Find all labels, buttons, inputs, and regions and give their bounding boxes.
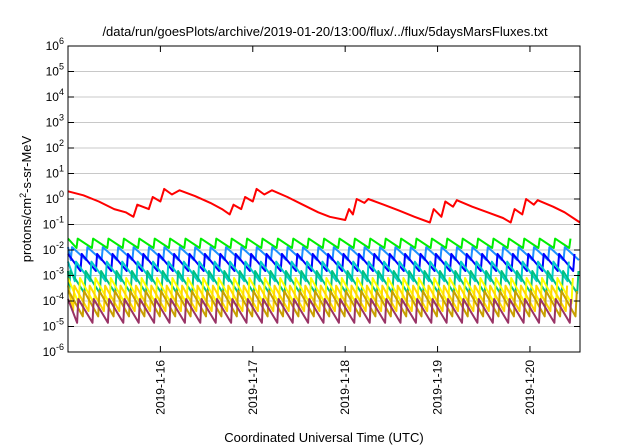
y-tick-base: 10: [46, 141, 60, 155]
y-tick-label: 10-1: [43, 215, 64, 232]
y-tick-base: 10: [43, 345, 57, 359]
y-tick-base: 10: [46, 192, 60, 206]
y-tick-exp: 0: [59, 189, 64, 199]
y-tick-exp: -3: [56, 266, 64, 276]
y-tick-base: 10: [43, 294, 57, 308]
y-axis-label: protons/cm2-s-sr-MeV: [18, 135, 34, 262]
series-line-9: [67, 289, 578, 318]
y-tick-exp: -5: [56, 317, 64, 327]
y-tick-label: 10-4: [43, 291, 64, 308]
y-tick-label: 105: [46, 62, 64, 79]
y-tick-label: 104: [46, 87, 64, 104]
y-tick-label: 10-5: [43, 317, 64, 334]
y-axis-label-main: protons/cm: [19, 198, 34, 262]
x-tick-label: 2019-1-16: [153, 360, 167, 415]
y-tick-exp: 3: [59, 113, 64, 123]
y-tick-base: 10: [46, 90, 60, 104]
y-tick-base: 10: [46, 65, 60, 79]
y-tick-label: 10-6: [43, 342, 64, 359]
grid-lines: [68, 71, 580, 327]
y-tick-label: 106: [46, 36, 64, 53]
y-tick-label: 102: [46, 138, 64, 155]
y-tick-exp: 5: [59, 62, 64, 72]
y-axis-ticks: 10-610-510-410-310-210-11001011021031041…: [43, 36, 580, 359]
y-tick-exp: 4: [59, 87, 64, 97]
series-layer: [67, 187, 581, 324]
y-tick-label: 100: [46, 189, 64, 206]
y-tick-label: 10-3: [43, 266, 64, 283]
y-tick-base: 10: [43, 243, 57, 257]
y-tick-label: 101: [46, 164, 64, 181]
y-tick-label: 10-2: [43, 240, 64, 257]
y-tick-base: 10: [46, 167, 60, 181]
series-line-8: [67, 284, 569, 313]
y-tick-base: 10: [43, 269, 57, 283]
y-tick-base: 10: [43, 218, 57, 232]
y-tick-exp: 6: [59, 36, 64, 46]
y-tick-exp: -1: [56, 215, 64, 225]
y-axis-label-rest: -s-sr-MeV: [19, 135, 34, 192]
x-tick-label: 2019-1-20: [523, 360, 537, 415]
y-axis-label-sup: 2: [18, 193, 28, 198]
x-tick-label: 2019-1-17: [246, 360, 260, 415]
series-line-10: [67, 298, 573, 324]
series-line-1: [67, 187, 581, 224]
y-tick-exp: -4: [56, 291, 64, 301]
series-line-3: [67, 246, 580, 262]
series-line-2: [67, 237, 572, 249]
series-line-4: [67, 252, 576, 272]
y-tick-base: 10: [43, 320, 57, 334]
y-tick-exp: 1: [59, 164, 64, 174]
y-tick-base: 10: [46, 39, 60, 53]
series-line-5: [67, 260, 570, 283]
y-tick-base: 10: [46, 116, 60, 130]
chart-title: /data/run/goesPlots/archive/2019-01-20/1…: [102, 24, 548, 39]
y-tick-exp: -2: [56, 240, 64, 250]
x-tick-label: 2019-1-19: [431, 360, 445, 415]
x-axis-ticks: 2019-1-16 2019-1-17 2019-1-18 2019-1-19 2019…: [153, 46, 537, 415]
x-tick-label: 2019-1-18: [338, 360, 352, 415]
y-tick-label: 103: [46, 113, 64, 130]
y-tick-exp: 2: [59, 138, 64, 148]
y-tick-exp: -6: [56, 342, 64, 352]
x-axis-label: Coordinated Universal Time (UTC): [224, 430, 423, 445]
